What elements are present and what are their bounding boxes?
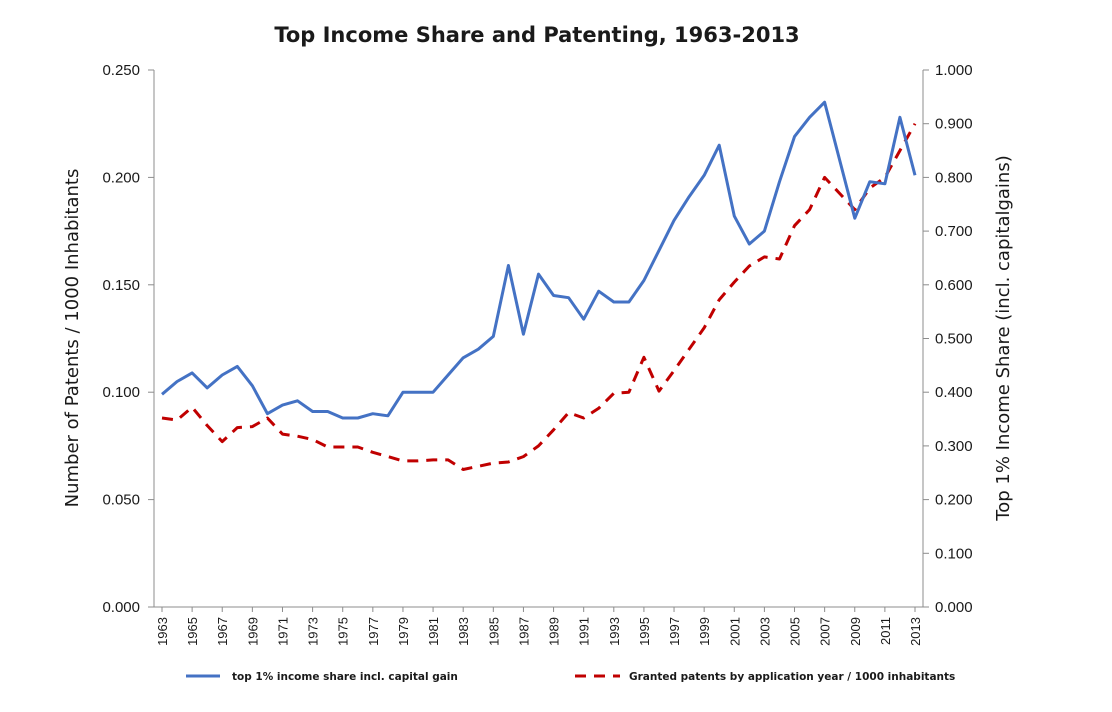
x-tick-label: 2003 <box>757 617 772 646</box>
x-tick-label: 1995 <box>637 617 652 646</box>
y-right-tick-label: 0.400 <box>935 384 973 401</box>
x-tick-label: 1981 <box>426 617 441 646</box>
y-left-tick-label: 0.050 <box>102 492 140 509</box>
series-line-income-share <box>161 100 917 420</box>
x-tick-label: 1977 <box>366 617 381 646</box>
y-axis-right-ticks: 0.000 0.100 0.200 0.300 0.400 0.500 0.600 0.700… <box>923 62 973 616</box>
y-left-tick-label: 0.250 <box>102 62 140 79</box>
y-left-tick-label: 0.100 <box>102 384 140 401</box>
series-line-patents <box>161 122 917 471</box>
y-right-tick-label: 0.500 <box>935 331 973 348</box>
x-tick-label: 1987 <box>516 617 531 646</box>
y-right-tick-label: 1.000 <box>935 62 973 79</box>
x-tick-label: 1985 <box>486 617 501 646</box>
legend-label-patents: Granted patents by application year / 10… <box>629 671 955 683</box>
x-tick-label: 1989 <box>547 617 562 646</box>
x-tick-label: 2009 <box>848 617 863 646</box>
y-right-tick-label: 0.000 <box>935 599 973 616</box>
x-tick-label: 2001 <box>727 617 742 646</box>
x-tick-label: 2011 <box>878 617 893 645</box>
y-right-tick-label: 0.600 <box>935 277 973 294</box>
x-tick-label: 1979 <box>396 617 411 646</box>
x-tick-label: 1965 <box>185 617 200 646</box>
chart-title: Top Income Share and Patenting, 1963-201… <box>274 23 799 47</box>
x-tick-label: 1993 <box>607 617 622 646</box>
x-tick-label: 2013 <box>908 617 923 646</box>
y-left-tick-label: 0.150 <box>102 277 140 294</box>
y-left-tick-label: 0.200 <box>102 169 140 186</box>
legend-label-income-share: top 1% income share incl. capital gain <box>232 671 458 683</box>
y-axis-left-label: Number of Patents / 1000 Inhabitants <box>62 169 83 508</box>
y-right-tick-label: 0.900 <box>935 116 973 133</box>
x-tick-label: 1983 <box>456 617 471 646</box>
y-left-tick-label: 0.000 <box>102 599 140 616</box>
x-tick-label: 1967 <box>215 617 230 646</box>
x-tick-label: 2007 <box>818 617 833 646</box>
x-tick-label: 1997 <box>667 617 682 646</box>
y-right-tick-label: 0.700 <box>935 223 973 240</box>
x-tick-label: 1975 <box>336 617 351 646</box>
y-axis-left-ticks: 0.000 0.050 0.100 0.150 0.200 0.250 <box>102 62 154 616</box>
x-tick-label: 1963 <box>155 617 170 646</box>
x-tick-label: 1969 <box>245 617 260 646</box>
x-tick-label: 1999 <box>697 617 712 646</box>
y-axis-right-label: Top 1% Income Share (incl. capitalgains) <box>993 155 1014 521</box>
y-right-tick-label: 0.100 <box>935 545 973 562</box>
x-tick-label: 1971 <box>275 617 290 646</box>
legend: top 1% income share incl. capital gain G… <box>186 671 955 683</box>
x-tick-label: 1991 <box>577 617 592 646</box>
y-right-tick-label: 0.200 <box>935 492 973 509</box>
x-axis-ticks: 1963 1965 1967 1969 1971 1973 1975 1977 1979 1981… <box>155 607 923 646</box>
y-right-tick-label: 0.800 <box>935 169 973 186</box>
x-tick-label: 2005 <box>788 617 803 646</box>
y-right-tick-label: 0.300 <box>935 438 973 455</box>
x-tick-label: 1973 <box>306 617 321 646</box>
